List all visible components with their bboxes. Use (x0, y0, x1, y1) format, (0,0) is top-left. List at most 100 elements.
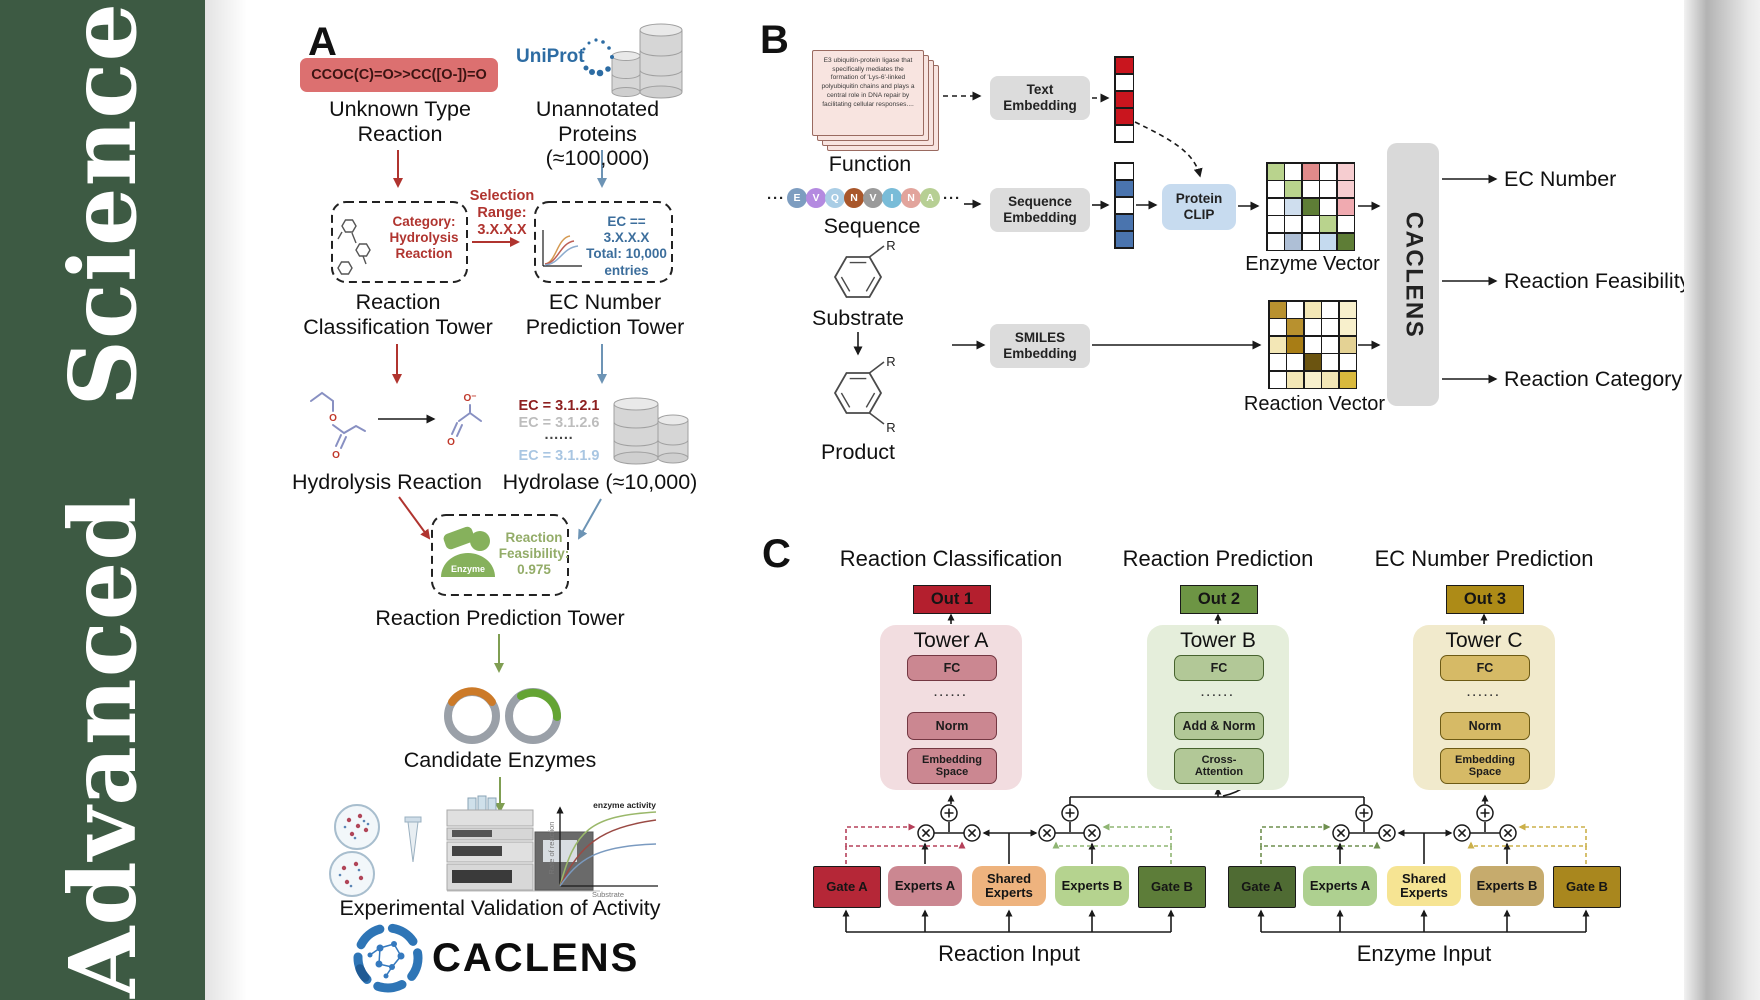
tower-fc-box: FC (1174, 655, 1264, 681)
grid-cell (1304, 354, 1321, 370)
grid-cell (1339, 319, 1356, 335)
sequence-ellipsis: ··· (943, 189, 961, 207)
grid-cell (1285, 198, 1301, 215)
caclens-model-box: CACLENS (1387, 143, 1439, 406)
moe-experts-b: Experts B (1470, 866, 1544, 906)
sequence-residue: N (844, 188, 864, 208)
feasibility-label: Reaction Feasibility: 0.975 (498, 530, 570, 578)
ec-candidate-list: EC = 3.1.2.1 EC = 3.1.2.6 ······ EC = 3.1.1… (518, 398, 600, 464)
dashed-tower-boxes (331, 201, 673, 596)
grid-cell (1337, 198, 1354, 215)
moe-operator-nodes (917, 804, 1517, 842)
svg-text:Substrate: Substrate (592, 890, 624, 899)
gate-weight-lines (845, 823, 1587, 864)
vector-cell (1115, 231, 1133, 247)
grid-cell (1339, 371, 1356, 388)
tower-norm-box: Add & Norm (1174, 712, 1264, 740)
tower-dots: ······ (934, 690, 968, 702)
ec-tower-label: EC Number Prediction Tower (525, 290, 685, 339)
svg-text:Rate of reaction: Rate of reaction (547, 822, 556, 875)
ec-list-item: EC = 3.1.1.9 (518, 447, 600, 464)
tower-title: Tower B (1180, 629, 1256, 652)
tower-output-box: Out 1 (913, 585, 991, 614)
substrate-label: Substrate (811, 306, 905, 330)
moe-gate-b: Gate B (1138, 866, 1206, 908)
moe-input-label: Enzyme Input (1356, 941, 1492, 966)
grid-cell (1304, 336, 1321, 353)
vector-cell (1115, 74, 1133, 90)
tower-bottom-box: Embedding Space (1440, 748, 1530, 784)
unannotated-proteins-label: Unannotated Proteins (≈100,000) (535, 97, 660, 170)
sequence-row: ··· E V Q N V I N A ··· (764, 188, 964, 208)
grid-cell (1339, 336, 1356, 353)
panel-c-arrows (842, 613, 1590, 933)
svg-text:R: R (886, 420, 895, 435)
grid-cell (1322, 301, 1338, 318)
smiles-reaction-box: CCOC(C)=O>>CC([O-])=O (300, 58, 498, 92)
vector-cell (1115, 108, 1133, 124)
tower-dots: ······ (1201, 690, 1235, 702)
tower-norm-box: Norm (1440, 712, 1530, 740)
tower-fc-box: FC (907, 655, 997, 681)
panel-b-label: B (760, 18, 789, 62)
moe-gate-b: Gate B (1553, 866, 1621, 908)
grid-cell (1339, 354, 1356, 370)
grid-cell (1302, 163, 1319, 180)
function-card-front: E3 ubiquitin-protein ligase that specifi… (812, 50, 924, 136)
petri-dish-icons (329, 804, 422, 897)
output-ec-number: EC Number (1504, 167, 1617, 191)
tower-dots: ······ (1467, 690, 1501, 702)
category-label: Category: Hydrolysis Reaction (389, 214, 459, 262)
protein-clip-box: Protein CLIP (1162, 184, 1236, 230)
output-reaction-feasibility: Reaction Feasibility (1504, 269, 1691, 293)
vector-cell (1115, 214, 1133, 230)
enzyme-icon: Enzyme (441, 526, 495, 577)
sequence-ellipsis: ··· (767, 189, 785, 207)
svg-text:O: O (329, 413, 337, 424)
grid-cell (1267, 163, 1284, 180)
output-reaction-category: Reaction Category (1504, 367, 1683, 391)
sequence-embedding-vector (1114, 162, 1134, 249)
sequence-residue: I (882, 188, 902, 208)
grid-cell (1269, 319, 1286, 335)
vector-cell (1115, 91, 1133, 107)
vector-cell (1115, 125, 1133, 141)
validation-label: Experimental Validation of Activity (339, 896, 661, 920)
grid-cell (1287, 319, 1303, 335)
ec-filter-label: EC == 3.X.X.X Total: 10,000 entries (586, 214, 667, 278)
function-label: Function (828, 152, 912, 176)
moe-gate-a: Gate A (813, 866, 881, 908)
panel-a-arrows (378, 150, 607, 813)
grid-cell (1304, 319, 1321, 335)
vector-cell (1115, 197, 1133, 213)
journal-sidebar: Advanced Science (0, 0, 205, 1000)
grid-cell (1302, 233, 1319, 250)
grid-cell (1322, 319, 1338, 335)
grid-cell (1322, 354, 1338, 370)
sequence-label: Sequence (823, 214, 921, 238)
prediction-tower-label: Reaction Prediction Tower (375, 606, 625, 630)
grid-cell (1337, 216, 1354, 232)
tower-title: Tower A (913, 629, 989, 652)
grid-cell (1285, 163, 1301, 180)
grid-cell (1302, 181, 1319, 197)
caclens-wordmark: CACLENS (432, 936, 640, 980)
svg-text:Enzyme: Enzyme (451, 564, 485, 574)
hydrolysis-reaction-structures: O O O⁻ O (310, 391, 482, 461)
grid-cell (1287, 371, 1303, 388)
text-embedding-vector (1114, 56, 1134, 143)
vector-cell (1115, 57, 1133, 73)
tower-column-header: Reaction Classification (839, 546, 1063, 571)
sequence-residue: A (920, 188, 940, 208)
activity-plot-icon: enzyme activity Rate of reaction Substra… (547, 800, 658, 899)
uniprot-logo-text: UniProt (516, 46, 585, 67)
tower-bottom-box: Cross- Attention (1174, 748, 1264, 784)
tower-column-header: Reaction Prediction (1122, 546, 1314, 571)
grid-cell (1285, 233, 1301, 250)
tower-column-header: EC Number Prediction (1374, 546, 1594, 571)
grid-cell (1269, 336, 1286, 353)
grid-cell (1285, 216, 1301, 232)
grid-cell (1269, 301, 1286, 318)
svg-text:O⁻: O⁻ (463, 393, 476, 404)
